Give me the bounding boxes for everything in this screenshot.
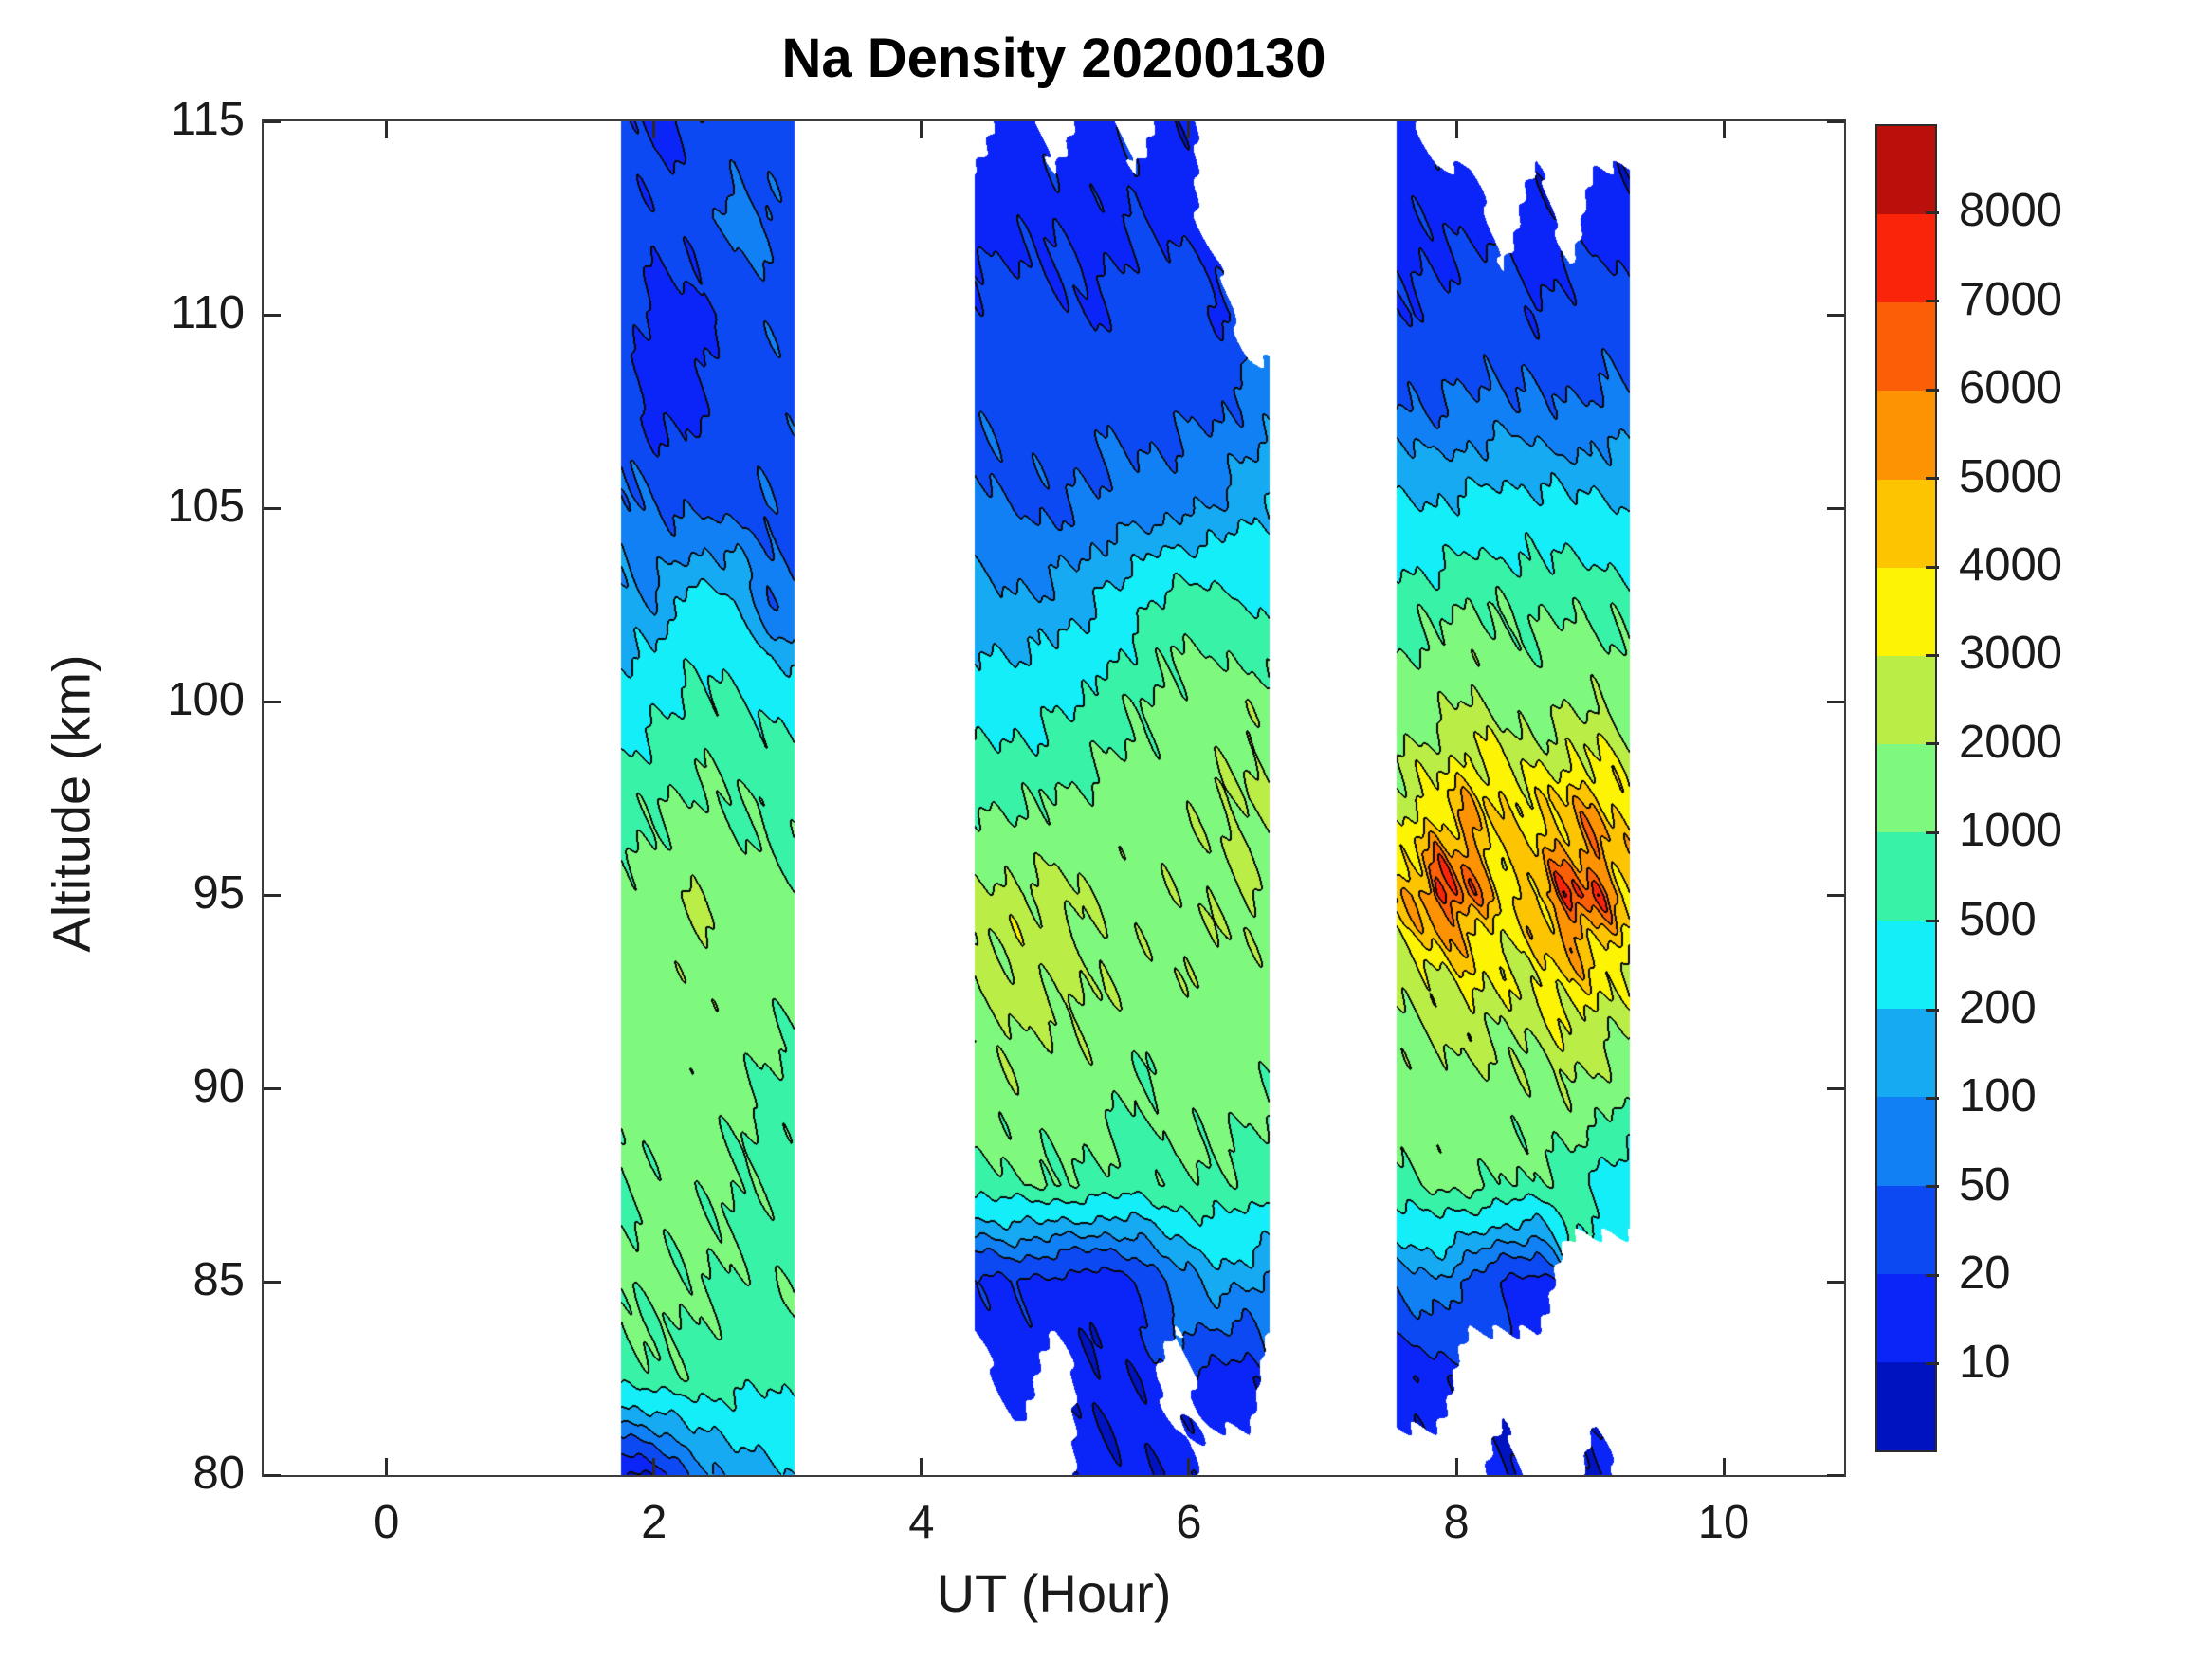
colorbar-tick-mark [1926, 742, 1939, 746]
colorbar-segment [1877, 126, 1935, 215]
x-tick-mark-bottom [385, 1458, 389, 1475]
colorbar-tick-label: 5000 [1959, 450, 2063, 502]
colorbar-tick-mark [1926, 1185, 1939, 1189]
contour-plot-canvas [264, 121, 1844, 1475]
y-tick-label: 100 [167, 674, 245, 725]
y-tick-mark-right [1827, 119, 1844, 123]
y-tick-label: 105 [167, 481, 245, 532]
x-tick-label: 0 [374, 1497, 400, 1548]
colorbar-tick-label: 100 [1959, 1070, 2037, 1122]
colorbar-tick-mark [1926, 210, 1939, 214]
chart-title: Na Density 20200130 [781, 27, 1326, 89]
y-tick-mark-left [264, 1086, 281, 1090]
colorbar-tick-label: 10 [1959, 1336, 2011, 1388]
colorbar-tick-mark [1926, 300, 1939, 303]
colorbar [1875, 124, 1937, 1452]
x-tick-mark-top [1722, 121, 1726, 138]
colorbar-tick-mark [1926, 653, 1939, 657]
y-tick-label: 95 [192, 867, 245, 919]
colorbar-tick-label: 3000 [1959, 628, 2063, 680]
y-tick-label: 115 [170, 94, 245, 145]
colorbar-tick-mark [1926, 388, 1939, 392]
y-tick-mark-right [1827, 1086, 1844, 1090]
y-tick-mark-left [264, 119, 281, 123]
colorbar-tick-mark [1926, 477, 1939, 481]
y-tick-mark-left [264, 1473, 281, 1477]
y-tick-label: 90 [192, 1061, 245, 1112]
y-tick-mark-right [1827, 1280, 1844, 1284]
colorbar-segment [1877, 1361, 1935, 1450]
colorbar-tick-mark [1926, 1362, 1939, 1366]
colorbar-tick-label: 50 [1959, 1158, 2011, 1211]
x-tick-label: 8 [1443, 1497, 1470, 1548]
colorbar-tick-label: 8000 [1959, 185, 2063, 237]
colorbar-tick-mark [1926, 920, 1939, 923]
colorbar-tick-mark [1926, 1273, 1939, 1277]
x-tick-label: 4 [908, 1497, 935, 1548]
y-tick-mark-right [1827, 1473, 1844, 1477]
y-tick-mark-right [1827, 700, 1844, 703]
colorbar-segment [1877, 479, 1935, 568]
colorbar-tick-label: 7000 [1959, 273, 2063, 325]
colorbar-segment [1877, 302, 1935, 392]
colorbar-segment [1877, 391, 1935, 480]
colorbar-segment [1877, 832, 1935, 921]
colorbar-segment [1877, 1009, 1935, 1098]
y-tick-mark-right [1827, 313, 1844, 317]
colorbar-tick-mark [1926, 830, 1939, 834]
colorbar-tick-label: 2000 [1959, 716, 2063, 768]
x-axis-label: UT (Hour) [936, 1563, 1172, 1623]
x-tick-mark-bottom [920, 1458, 923, 1475]
colorbar-tick-label: 6000 [1959, 362, 2063, 414]
x-tick-label: 2 [641, 1497, 667, 1548]
colorbar-tick-mark [1926, 1096, 1939, 1100]
colorbar-tick-label: 4000 [1959, 539, 2063, 591]
colorbar-tick-mark [1926, 1008, 1939, 1012]
colorbar-segment [1877, 921, 1935, 1010]
x-tick-mark-top [652, 121, 656, 138]
x-tick-mark-bottom [1454, 1458, 1458, 1475]
y-tick-mark-right [1827, 506, 1844, 510]
colorbar-segment [1877, 1097, 1935, 1186]
x-tick-mark-top [385, 121, 389, 138]
y-tick-label: 85 [192, 1254, 245, 1305]
x-tick-label: 6 [1176, 1497, 1202, 1548]
x-tick-mark-top [1454, 121, 1458, 138]
y-tick-mark-left [264, 700, 281, 703]
y-tick-label: 110 [170, 287, 245, 338]
y-tick-mark-left [264, 1280, 281, 1284]
x-tick-mark-top [920, 121, 923, 138]
colorbar-tick-label: 20 [1959, 1248, 2011, 1300]
colorbar-tick-label: 200 [1959, 982, 2037, 1033]
x-tick-mark-bottom [1722, 1458, 1726, 1475]
y-tick-mark-left [264, 506, 281, 510]
y-tick-mark-left [264, 313, 281, 317]
colorbar-tick-mark [1926, 565, 1939, 569]
colorbar-segment [1877, 655, 1935, 744]
colorbar-tick-label: 500 [1959, 893, 2037, 945]
x-tick-label: 10 [1697, 1497, 1750, 1548]
x-tick-mark-bottom [652, 1458, 656, 1475]
x-tick-mark-top [1187, 121, 1191, 138]
colorbar-segment [1877, 214, 1935, 303]
colorbar-tick-label: 1000 [1959, 805, 2063, 857]
y-tick-mark-left [264, 893, 281, 897]
colorbar-segment [1877, 1273, 1935, 1362]
y-tick-mark-right [1827, 893, 1844, 897]
y-tick-label: 80 [192, 1448, 245, 1499]
colorbar-segment [1877, 743, 1935, 832]
colorbar-segment [1877, 567, 1935, 656]
colorbar-segment [1877, 1185, 1935, 1274]
x-tick-mark-bottom [1187, 1458, 1191, 1475]
